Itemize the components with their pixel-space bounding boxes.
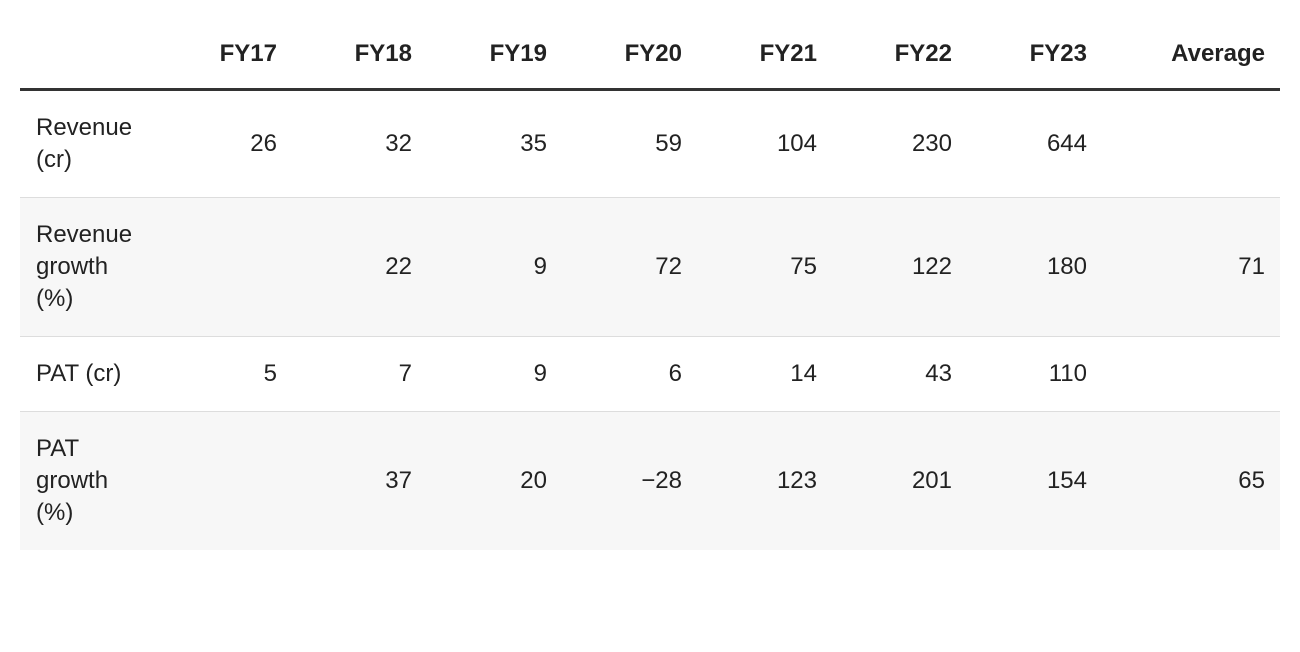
table-row: Revenue growth (%) 22 9 72 75 122 180 71	[20, 197, 1280, 337]
value-cell: 110	[952, 336, 1087, 412]
column-header: Average	[1087, 38, 1280, 91]
row-label: Revenue growth (%)	[20, 197, 142, 337]
header-row: FY17 FY18 FY19 FY20 FY21 FY22 FY23 Average	[20, 38, 1280, 91]
value-cell: 230	[911, 130, 952, 157]
column-header: FY17	[142, 38, 277, 91]
column-header: FY19	[412, 38, 547, 91]
value-cell: 32	[385, 130, 412, 157]
column-header: FY21	[682, 38, 817, 91]
value-cell: 71	[1087, 197, 1280, 337]
empty-cell	[1087, 336, 1280, 412]
table-body: Revenue (cr) 26 32 35 59 104 230 644 Revenue gro…	[20, 90, 1280, 550]
column-header: FY22	[817, 38, 952, 91]
header-corner	[20, 38, 142, 91]
value-cell: 180	[952, 197, 1087, 337]
row-label: PAT growth (%)	[20, 411, 142, 550]
value-cell: 104	[776, 130, 817, 157]
value-cell: 35	[520, 130, 547, 157]
value-cell: 75	[682, 197, 817, 337]
value-cell: 37	[277, 411, 412, 550]
value-cell: 72	[547, 197, 682, 337]
value-cell: −28	[547, 411, 682, 550]
row-label: PAT (cr)	[20, 336, 142, 412]
value-cell: 154	[952, 411, 1087, 550]
empty-cell	[142, 197, 277, 337]
column-header: FY18	[277, 38, 412, 91]
value-cell: 14	[682, 336, 817, 412]
value-cell: 26	[250, 130, 277, 157]
value-cell: 9	[412, 336, 547, 412]
table-container: FY17 FY18 FY19 FY20 FY21 FY22 FY23 Average Reve…	[20, 38, 1280, 550]
table-row: PAT (cr) 5 7 9 6 14 43 110	[20, 336, 1280, 412]
column-header: FY23	[952, 38, 1087, 91]
table-row: Revenue (cr) 26 32 35 59 104 230 644	[20, 90, 1280, 198]
value-cell: 65	[1087, 411, 1280, 550]
row-label: Revenue (cr)	[36, 114, 133, 173]
column-header: FY20	[547, 38, 682, 91]
empty-cell	[1087, 90, 1280, 198]
table-row: PAT growth (%) 37 20 −28 123 201 154 65	[20, 411, 1280, 550]
value-cell: 59	[655, 130, 682, 157]
empty-cell	[142, 411, 277, 550]
data-table: FY17 FY18 FY19 FY20 FY21 FY22 FY23 Average Reve…	[20, 38, 1280, 550]
value-cell: 9	[412, 197, 547, 337]
value-cell: 122	[817, 197, 952, 337]
value-cell: 20	[412, 411, 547, 550]
value-cell: 5	[142, 336, 277, 412]
value-cell: 22	[277, 197, 412, 337]
value-cell: 201	[817, 411, 952, 550]
value-cell: 43	[817, 336, 952, 412]
value-cell: 7	[277, 336, 412, 412]
value-cell: 6	[547, 336, 682, 412]
value-cell: 123	[682, 411, 817, 550]
value-cell: 644	[1046, 130, 1087, 157]
